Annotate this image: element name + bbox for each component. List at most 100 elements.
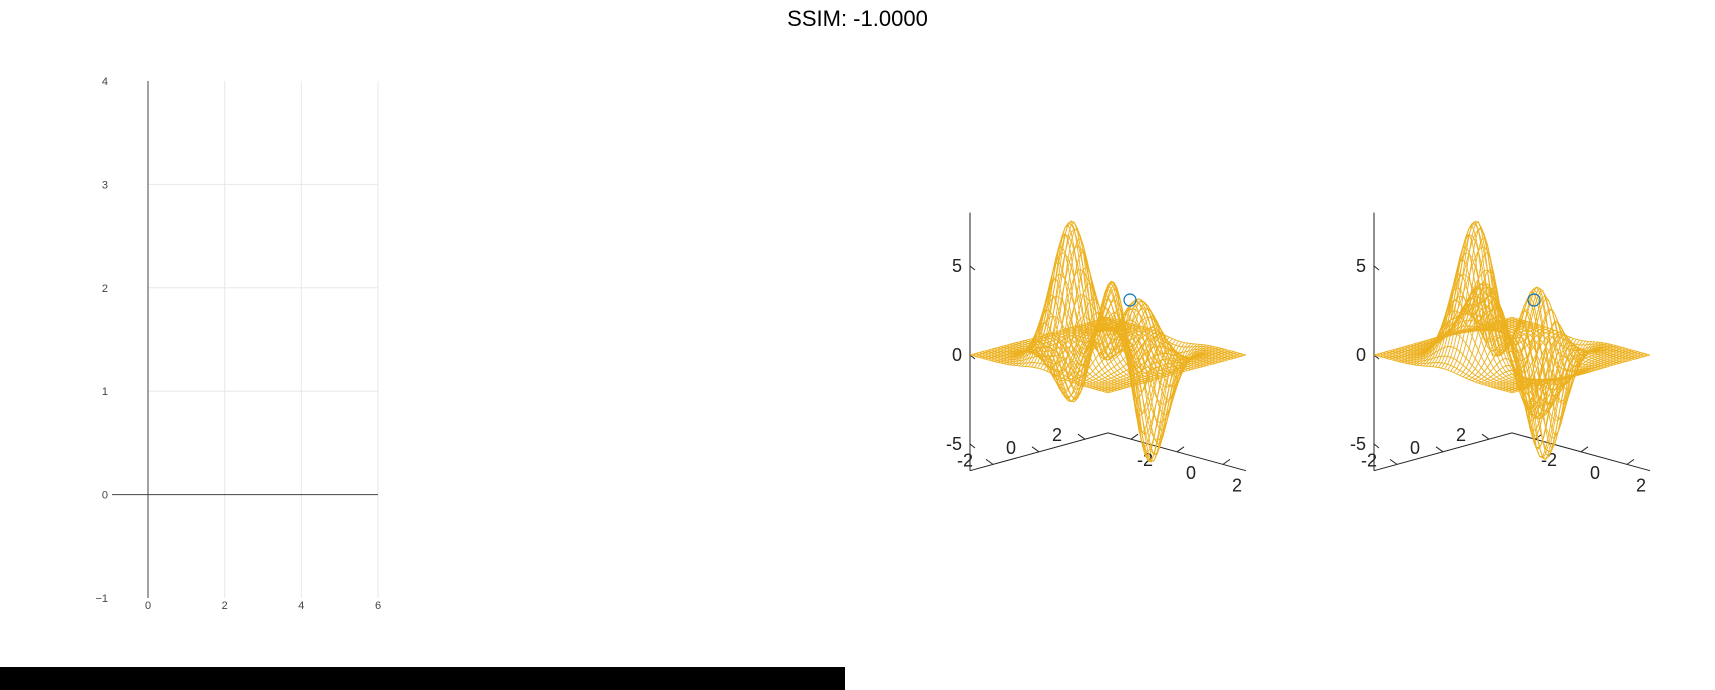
mesh-line (1061, 308, 1201, 401)
y-tick-label: 4 (102, 76, 108, 88)
empty-2d-axes: 0 2 4 6 −1 0 1 2 3 4 (95, 76, 381, 612)
z-tick-label: 5 (1356, 256, 1366, 276)
x-tick-mark (1222, 458, 1231, 465)
mesh-line (1049, 251, 1189, 456)
mesh-line (1465, 320, 1605, 403)
mesh-line (1505, 352, 1645, 392)
surface-plot-right: -5 0 5 -2 0 2 -2 0 2 (1350, 212, 1651, 495)
mesh-line (1493, 349, 1632, 389)
mesh-line (1104, 317, 1244, 357)
y-tick-mark (1077, 433, 1086, 440)
x-tick-label: 2 (222, 600, 228, 612)
mesh-line (979, 346, 1118, 391)
y-tick-mark (985, 458, 994, 465)
mesh-line (1392, 295, 1531, 389)
mesh-line (982, 332, 1121, 390)
y-tick-label: 3 (102, 179, 108, 191)
z-tick-mark (1373, 265, 1380, 271)
mesh-line (1386, 332, 1525, 390)
mesh-line (1376, 353, 1516, 393)
mesh-line (1095, 351, 1234, 390)
x-tick-mark (1580, 446, 1589, 453)
mesh-line (1043, 227, 1182, 463)
y-tick-label: 2 (102, 283, 108, 295)
mesh-line (1086, 345, 1225, 388)
y-tick-label: -2 (1361, 450, 1377, 470)
mesh-line (1021, 324, 1161, 386)
mesh-line (1379, 352, 1519, 392)
mesh-line (1395, 273, 1534, 388)
surface-mesh (969, 220, 1247, 463)
x-tick-mark (1130, 433, 1139, 440)
data-point-marker (1527, 293, 1541, 307)
mesh-line (1478, 345, 1617, 417)
y-tick-mark (1435, 446, 1444, 453)
z-tick-label: 5 (952, 256, 962, 276)
y-tick-mark (1481, 433, 1490, 440)
x-tick-label: 2 (1636, 475, 1646, 495)
mesh-line (1481, 346, 1620, 411)
y-tick-label: −1 (95, 593, 108, 605)
mesh-line (1025, 319, 1164, 394)
mesh-line (1373, 354, 1513, 394)
y-tick-label: 0 (102, 490, 108, 502)
mesh-line (1398, 252, 1537, 387)
y-tick-label: 1 (102, 386, 108, 398)
x-tick-label: 0 (1186, 463, 1196, 483)
mesh-line (1450, 237, 1590, 420)
mesh-line (1490, 348, 1629, 390)
z-tick-mark (969, 443, 976, 449)
x-tick-label: 2 (1232, 475, 1242, 495)
mesh-line (991, 273, 1130, 388)
mesh-line (1487, 323, 1626, 439)
mesh-line (1104, 353, 1244, 393)
z-tick-label: -5 (1350, 434, 1366, 454)
y-tick-mark (1389, 458, 1398, 465)
mesh-line (1107, 354, 1247, 394)
x-tick-label: 4 (298, 600, 304, 612)
mesh-line (985, 315, 1124, 390)
mesh-line (1484, 346, 1623, 404)
mesh-line (1101, 352, 1241, 392)
mesh-line (969, 354, 1109, 394)
y-tick-mark (1031, 446, 1040, 453)
y-tick-label: 2 (1456, 425, 1466, 445)
mesh-line (1098, 352, 1237, 391)
z-tick-label: -5 (946, 434, 962, 454)
x-tick-label: 0 (145, 600, 151, 612)
x-tick-mark (1626, 458, 1635, 465)
mesh-line (1383, 346, 1522, 391)
mesh-line (1453, 251, 1593, 405)
z-tick-label: 0 (952, 345, 962, 365)
y-tick-label: -2 (957, 450, 973, 470)
mesh-line (1401, 234, 1540, 386)
x-tick-mark (1176, 446, 1185, 453)
mesh-line (1487, 347, 1626, 397)
mesh-line (1456, 269, 1596, 391)
z-tick-mark (969, 265, 976, 271)
y-tick-label: 2 (1052, 425, 1062, 445)
mesh-line (1496, 350, 1635, 390)
mesh-line (994, 252, 1133, 387)
x-tick-mark (1534, 433, 1543, 440)
black-bar (0, 667, 845, 690)
mesh-line (1083, 336, 1222, 387)
mesh-line (1107, 316, 1247, 356)
x-tick-label: 0 (1590, 463, 1600, 483)
surface-mesh (1373, 220, 1651, 461)
mesh-line (972, 353, 1112, 393)
mesh-line (1395, 319, 1534, 362)
mesh-line (1089, 349, 1228, 389)
y-tick-label: 0 (1410, 438, 1420, 458)
surface-plot-left: -505-202-202 (946, 212, 1247, 495)
mesh-line (1006, 228, 1145, 384)
mesh-line (988, 295, 1127, 389)
mesh-line (975, 352, 1115, 392)
z-tick-mark (1373, 443, 1380, 449)
mesh-line (1389, 315, 1528, 390)
mesh-line (1490, 322, 1629, 421)
data-point-marker (1123, 293, 1137, 307)
y-tick-label: 0 (1006, 438, 1016, 458)
x-tick-label: -2 (1541, 450, 1557, 470)
